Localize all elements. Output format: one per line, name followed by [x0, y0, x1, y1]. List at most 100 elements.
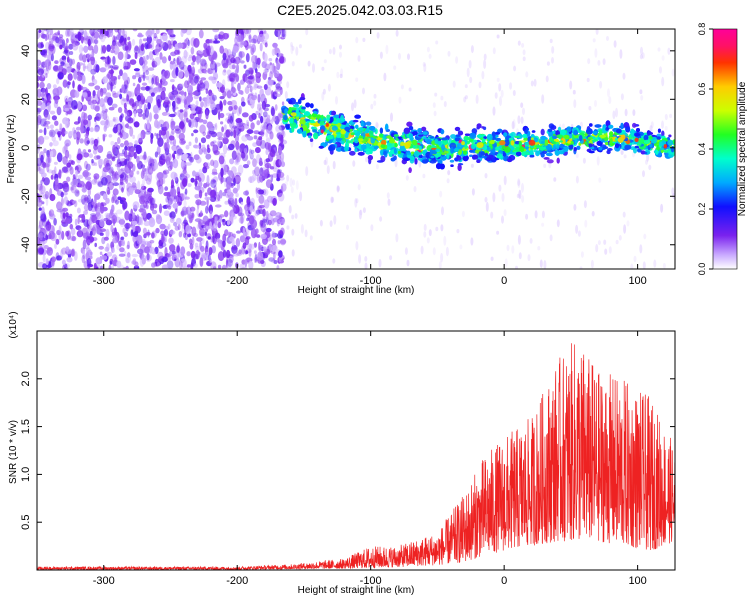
noise-blob	[268, 257, 275, 262]
noise-blob	[54, 120, 59, 126]
faint-blob	[364, 256, 368, 262]
noise-blob	[83, 210, 88, 215]
noise-blob	[70, 31, 74, 40]
noise-blob	[235, 141, 240, 151]
signal-blob	[503, 146, 511, 153]
faint-blob	[496, 230, 500, 235]
noise-blob	[42, 102, 46, 109]
noise-blob	[190, 103, 196, 109]
noise-blob	[132, 134, 135, 139]
noise-blob	[69, 235, 76, 241]
noise-blob	[37, 75, 41, 82]
noise-blob	[106, 243, 110, 252]
signal-blob	[471, 128, 478, 134]
faint-blob	[307, 60, 311, 67]
faint-blob	[639, 89, 643, 95]
noise-blob	[188, 69, 193, 74]
faint-blob	[615, 239, 619, 245]
signal-blob	[355, 124, 359, 129]
noise-blob	[41, 88, 44, 92]
noise-blob	[125, 223, 129, 232]
noise-blob	[107, 189, 111, 195]
noise-blob	[160, 230, 165, 236]
noise-blob	[112, 237, 119, 244]
faint-blob	[494, 92, 498, 99]
noise-blob	[170, 187, 177, 197]
noise-blob	[87, 38, 91, 47]
noise-blob	[92, 90, 96, 97]
noise-blob	[70, 227, 76, 236]
faint-blob	[624, 108, 628, 117]
faint-blob	[664, 126, 668, 131]
signal-blob	[648, 132, 653, 135]
signal-blob	[547, 128, 553, 133]
noise-blob	[227, 129, 232, 137]
signal-blob	[540, 128, 545, 136]
signal-blob	[515, 146, 521, 152]
signal-blob	[418, 134, 424, 137]
noise-blob	[134, 100, 140, 107]
noise-blob	[167, 40, 172, 50]
noise-blob	[184, 80, 189, 89]
noise-blob	[94, 116, 100, 121]
signal-blob	[592, 130, 598, 135]
signal-blob	[497, 128, 503, 133]
noise-blob	[183, 232, 186, 238]
noise-blob	[177, 223, 181, 231]
faint-blob	[353, 99, 357, 109]
faint-blob	[319, 219, 323, 227]
noise-blob	[250, 197, 255, 207]
noise-blob	[278, 256, 282, 263]
noise-blob	[197, 109, 202, 120]
faint-blob	[286, 81, 290, 89]
noise-blob	[206, 121, 213, 129]
noise-blob	[51, 115, 58, 121]
noise-blob	[216, 131, 223, 138]
noise-blob	[246, 84, 252, 88]
noise-blob	[187, 205, 191, 215]
noise-blob	[168, 237, 174, 244]
faint-blob	[420, 245, 424, 255]
noise-blob	[157, 184, 164, 195]
faint-blob	[291, 61, 295, 67]
noise-blob	[140, 183, 145, 190]
noise-blob	[249, 205, 253, 214]
noise-blob	[183, 49, 188, 59]
signal-blob	[574, 137, 578, 144]
faint-blob	[539, 259, 543, 268]
noise-blob	[219, 45, 224, 54]
noise-blob	[217, 222, 222, 229]
noise-blob	[91, 34, 95, 44]
noise-blob	[199, 200, 207, 206]
noise-blob	[232, 106, 237, 115]
noise-blob	[64, 139, 71, 147]
noise-blob	[54, 95, 59, 105]
noise-blob	[200, 245, 205, 252]
faint-blob	[549, 234, 553, 242]
noise-blob	[274, 93, 281, 98]
noise-blob	[202, 131, 206, 137]
noise-blob	[231, 212, 234, 220]
noise-blob	[86, 126, 91, 132]
signal-blob	[331, 110, 336, 116]
noise-blob	[162, 121, 170, 131]
noise-blob	[265, 158, 270, 163]
noise-blob	[42, 194, 49, 200]
noise-blob	[194, 178, 198, 187]
noise-blob	[146, 253, 150, 261]
noise-blob	[224, 210, 229, 218]
noise-blob	[269, 131, 274, 140]
noise-blob	[270, 217, 276, 224]
signal-blob	[354, 139, 359, 144]
noise-blob	[180, 210, 185, 217]
noise-blob	[117, 196, 122, 200]
noise-blob	[205, 109, 209, 120]
signal-blob	[318, 132, 322, 135]
noise-blob	[139, 195, 145, 205]
faint-blob	[541, 94, 545, 104]
noise-blob	[37, 135, 45, 145]
noise-blob	[255, 187, 258, 195]
signal-blob	[397, 136, 403, 139]
noise-blob	[277, 113, 281, 122]
